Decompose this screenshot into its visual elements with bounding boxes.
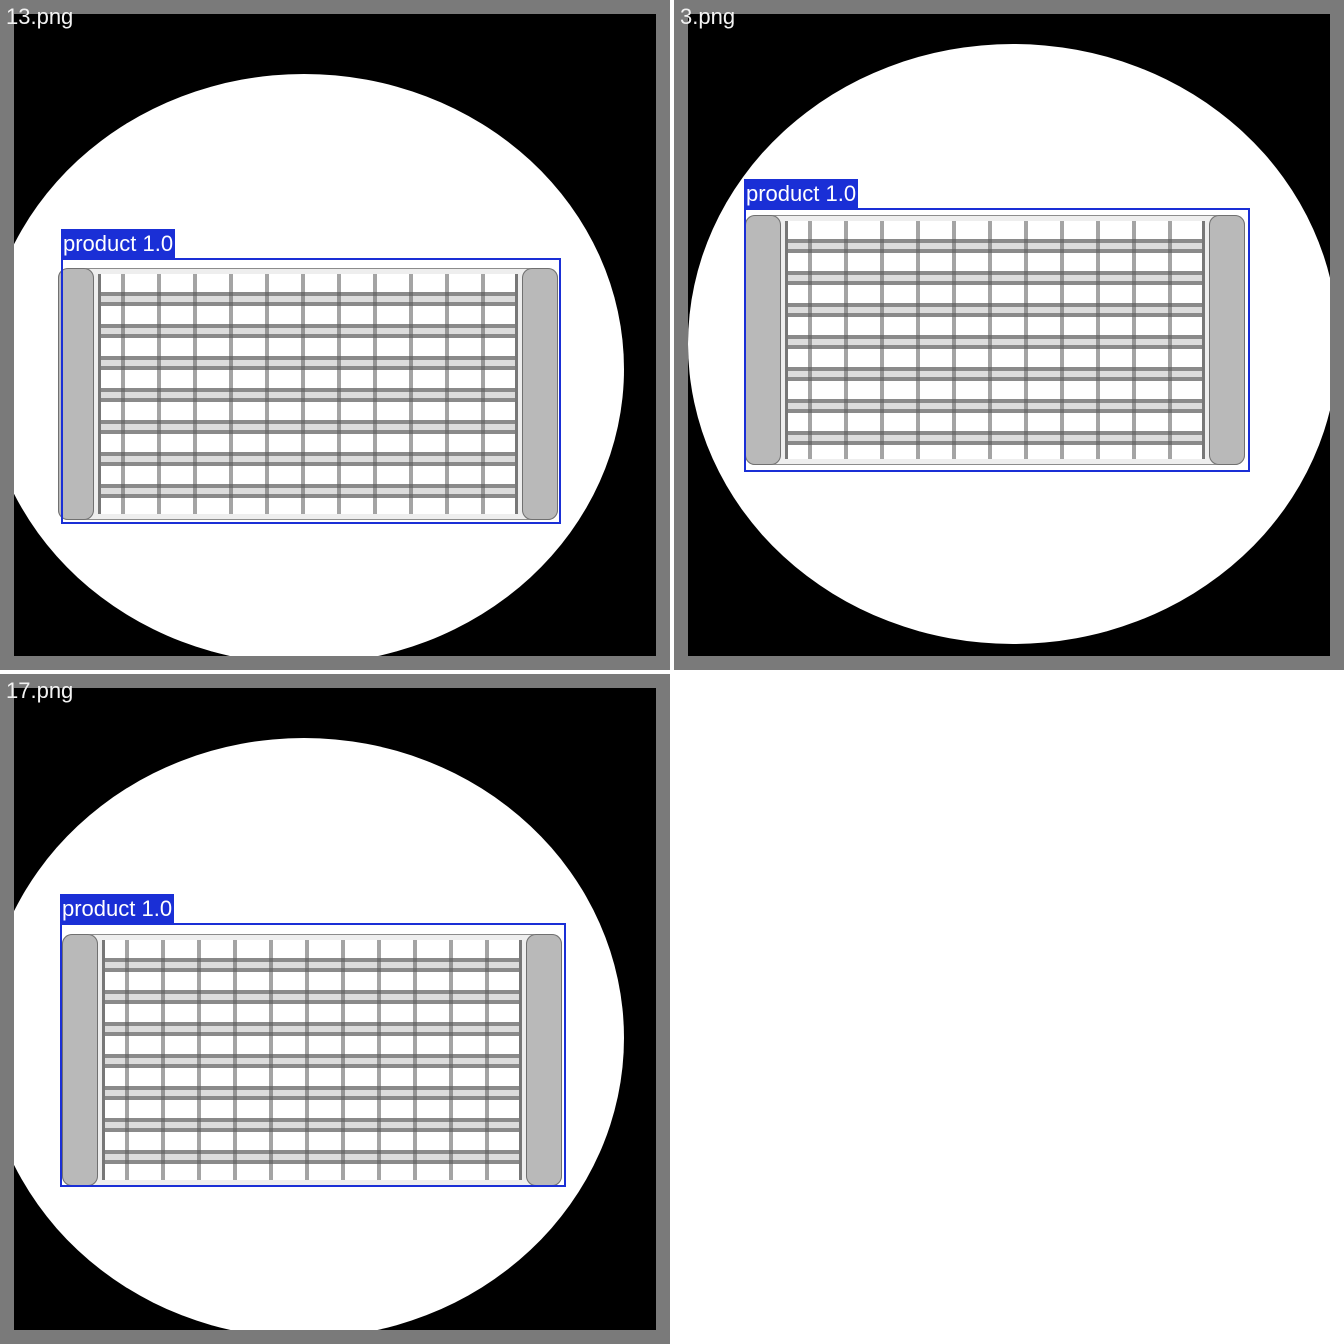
image-panel-13[interactable]: product 1.0 13.png [0,0,670,670]
detection-class: product [63,231,137,256]
detection-label: product 1.0 [744,179,859,209]
tray-rails [785,221,1205,459]
detection-class: product [746,181,820,206]
image-panel-17[interactable]: product 1.0 17.png [0,674,670,1344]
detection-box[interactable] [60,923,566,1187]
detection-box[interactable] [744,208,1250,472]
tray-endcap-left [58,268,94,520]
detection-label: product 1.0 [60,894,175,924]
detection-label: product 1.0 [61,229,176,259]
panel-filename: 17.png [6,678,74,703]
detection-class: product [62,896,136,921]
panel-filename: 13.png [6,4,74,29]
tray-endcap-right [526,934,562,1186]
tray-endcap-left [745,215,781,465]
product-tray [62,934,562,1186]
image-viewport [14,14,656,656]
tray-rails [98,274,518,514]
detection-confidence: 1.0 [142,231,174,256]
image-panel-3[interactable]: product 1.0 3.png [674,0,1344,670]
detection-confidence: 1.0 [825,181,857,206]
tray-endcap-right [522,268,558,520]
tray-rails [102,940,522,1180]
panel-filename: 3.png [680,4,736,29]
detection-confidence: 1.0 [141,896,173,921]
product-tray [745,215,1245,465]
tray-endcap-right [1209,215,1245,465]
tray-endcap-left [62,934,98,1186]
image-viewport [688,14,1330,656]
product-tray [58,268,558,520]
detection-box[interactable] [61,258,561,524]
image-viewport [14,688,656,1330]
